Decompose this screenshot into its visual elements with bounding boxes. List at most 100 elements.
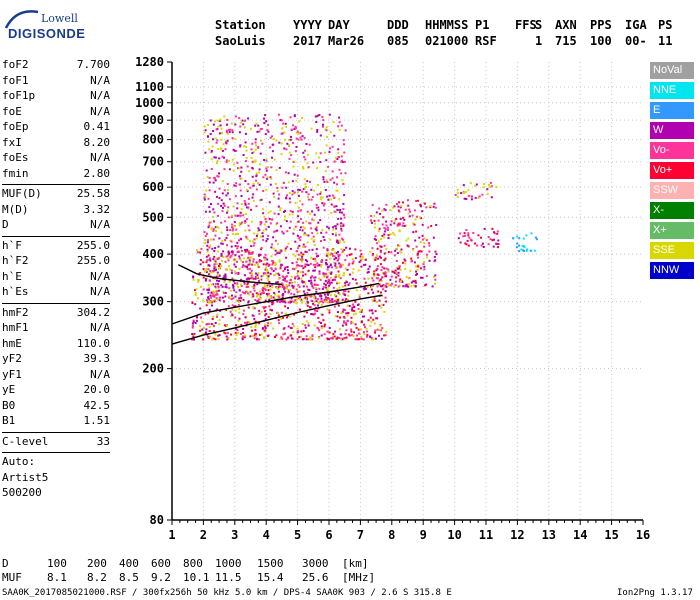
echo-point <box>292 192 295 195</box>
echo-point <box>314 228 317 231</box>
echo-point <box>357 303 360 306</box>
echo-point <box>323 325 326 328</box>
echo-point <box>297 194 300 197</box>
echo-point <box>291 284 294 287</box>
echo-point <box>266 238 269 240</box>
echo-point <box>362 331 365 334</box>
echo-point <box>264 256 267 259</box>
echo-point <box>296 338 299 341</box>
echo-point <box>338 128 341 131</box>
y-tick-label: 80 <box>150 513 164 527</box>
echo-point <box>279 285 282 288</box>
echo-point <box>204 239 207 242</box>
echo-point <box>203 198 206 201</box>
echo-point <box>252 277 255 280</box>
echo-point <box>277 287 280 290</box>
param-value: N/A <box>90 321 110 334</box>
echo-point <box>380 337 383 340</box>
echo-point <box>361 257 364 260</box>
echo-point <box>383 233 386 236</box>
echo-point <box>297 297 300 300</box>
legend-item-nnw: NNW <box>650 262 694 279</box>
echo-point <box>400 248 403 251</box>
echo-point <box>460 192 463 195</box>
echo-point <box>233 263 236 266</box>
echo-point <box>241 338 244 341</box>
echo-point <box>269 288 272 291</box>
echo-point <box>293 268 296 270</box>
echo-point <box>202 338 205 341</box>
echo-point <box>221 316 224 318</box>
echo-point <box>240 238 242 241</box>
y-tick-label: 1280 <box>135 55 164 69</box>
echo-point <box>295 137 298 140</box>
param-key: D <box>2 218 9 231</box>
echo-point <box>284 266 287 269</box>
echo-point <box>329 238 332 241</box>
param-value: 39.3 <box>83 352 111 365</box>
echo-point <box>205 189 208 192</box>
echo-point <box>350 334 353 337</box>
echo-point <box>325 252 328 255</box>
echo-point <box>234 115 237 118</box>
echo-point <box>216 175 219 178</box>
echo-point <box>215 141 218 144</box>
echo-point <box>312 302 314 305</box>
echo-point <box>325 144 328 147</box>
header-value-10: 00- <box>625 34 647 48</box>
echo-point <box>226 131 228 134</box>
echo-point <box>255 234 258 237</box>
echo-point <box>338 276 341 278</box>
param-value: N/A <box>90 89 110 102</box>
echo-point <box>344 300 347 303</box>
echo-point <box>363 288 366 291</box>
echo-point <box>340 222 343 225</box>
echo-point <box>191 322 194 325</box>
echo-point <box>386 226 389 229</box>
echo-point <box>291 337 293 340</box>
y-tick-label: 800 <box>142 133 164 147</box>
echo-point <box>497 246 499 249</box>
echo-point <box>469 238 472 241</box>
echo-point <box>412 248 414 251</box>
echo-point <box>208 176 211 179</box>
echo-point <box>273 158 276 161</box>
echo-point <box>303 232 306 235</box>
echo-point <box>223 168 226 171</box>
echo-point <box>216 119 219 122</box>
echo-point <box>265 220 268 223</box>
echo-point <box>354 278 357 281</box>
echo-point <box>395 280 397 283</box>
echo-point <box>287 325 290 328</box>
echo-point <box>347 333 350 336</box>
echo-point <box>324 151 326 154</box>
echo-point <box>220 138 223 141</box>
echo-point <box>272 296 275 299</box>
echo-point <box>224 148 227 151</box>
echo-point <box>285 196 288 199</box>
echo-point <box>192 320 195 323</box>
echo-point <box>314 263 317 266</box>
echo-point <box>399 250 402 253</box>
echo-point <box>212 123 215 126</box>
echo-point <box>277 205 280 208</box>
echo-point <box>337 304 340 307</box>
echo-point <box>380 256 382 259</box>
echo-point <box>274 293 276 296</box>
echo-point <box>215 292 218 295</box>
param-row: hmE 110.0 <box>2 337 110 353</box>
echo-point <box>332 335 334 338</box>
echo-point <box>244 220 247 223</box>
echo-point <box>262 212 265 215</box>
echo-point <box>331 194 334 197</box>
legend-item-x-: X- <box>650 202 694 219</box>
echo-point <box>240 203 243 205</box>
echo-point <box>333 258 336 261</box>
echo-point <box>216 279 218 282</box>
echo-point <box>238 257 241 260</box>
echo-point <box>232 148 235 151</box>
echo-point <box>274 267 277 270</box>
echo-point <box>338 198 341 201</box>
echo-point <box>491 227 494 230</box>
echo-point <box>408 208 411 211</box>
